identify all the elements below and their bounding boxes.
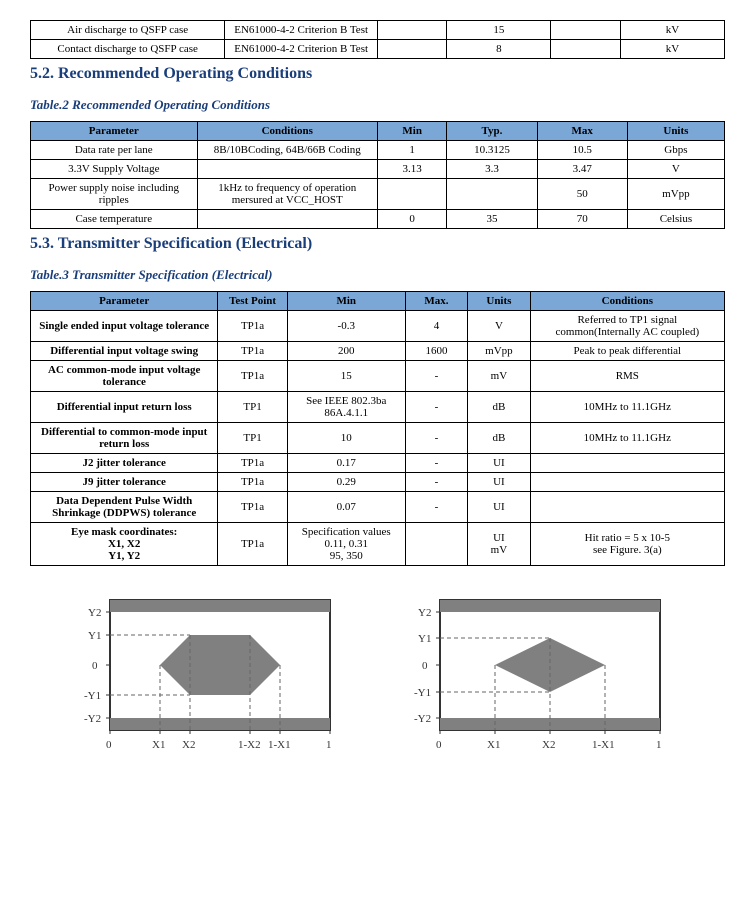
svg-text:Y1: Y1 — [88, 630, 101, 642]
table-row: Data Dependent Pulse Width Shrinkage (DD… — [31, 492, 725, 523]
svg-text:0: 0 — [436, 739, 442, 751]
cell-c4: 8 — [447, 40, 551, 59]
svg-text:-Y2: -Y2 — [414, 713, 431, 725]
table-row: AC common-mode input voltage toleranceTP… — [31, 361, 725, 392]
table-row: Differential input return lossTP1See IEE… — [31, 392, 725, 423]
col-max: Max. — [405, 292, 467, 311]
cell-unit: kV — [620, 40, 724, 59]
svg-text:X1: X1 — [152, 739, 165, 751]
table-row: Air discharge to QSFP case EN61000-4-2 C… — [31, 21, 725, 40]
table-row: Differential input voltage swingTP1a2001… — [31, 342, 725, 361]
svg-text:Y2: Y2 — [418, 607, 431, 619]
eye-diagram-b: Y2 Y1 0 -Y1 -Y2 0 X1 X2 1-X1 1 — [400, 590, 670, 760]
table-2-caption: Table.2 Recommended Operating Conditions — [30, 97, 725, 113]
svg-text:0: 0 — [106, 739, 112, 751]
table-operating-conditions: Parameter Conditions Min Typ. Max Units … — [30, 121, 725, 229]
table-row: Single ended input voltage toleranceTP1a… — [31, 311, 725, 342]
cell-param: Air discharge to QSFP case — [31, 21, 225, 40]
svg-text:Y2: Y2 — [88, 607, 101, 619]
table-row: Case temperature03570Celsius — [31, 210, 725, 229]
eye-diagrams-row: Y2 Y1 0 -Y1 -Y2 0 X1 X2 1-X2 1-X1 1 — [30, 590, 725, 760]
svg-text:1-X2: 1-X2 — [238, 739, 261, 751]
col-conditions: Conditions — [197, 122, 377, 141]
svg-text:-Y1: -Y1 — [414, 687, 431, 699]
col-units: Units — [627, 122, 724, 141]
table-row: J9 jitter toleranceTP1a0.29-UI — [31, 473, 725, 492]
table-row: Contact discharge to QSFP case EN61000-4… — [31, 40, 725, 59]
col-parameter: Parameter — [31, 122, 198, 141]
table-row: Differential to common-mode input return… — [31, 423, 725, 454]
eye-diagram-a: Y2 Y1 0 -Y1 -Y2 0 X1 X2 1-X2 1-X1 1 — [70, 590, 340, 760]
cell-c3 — [377, 40, 446, 59]
table-header-row: Parameter Conditions Min Typ. Max Units — [31, 122, 725, 141]
svg-text:-Y2: -Y2 — [84, 713, 101, 725]
svg-text:Y1: Y1 — [418, 633, 431, 645]
col-min: Min — [287, 292, 405, 311]
svg-text:0: 0 — [92, 660, 98, 672]
cell-c5 — [551, 21, 620, 40]
table-esd: Air discharge to QSFP case EN61000-4-2 C… — [30, 20, 725, 59]
table-row: Data rate per lane8B/10BCoding, 64B/66B … — [31, 141, 725, 160]
table-3-caption: Table.3 Transmitter Specification (Elect… — [30, 267, 725, 283]
col-conditions: Conditions — [530, 292, 724, 311]
col-parameter: Parameter — [31, 292, 218, 311]
cell-c5 — [551, 40, 620, 59]
svg-text:0: 0 — [422, 660, 428, 672]
cell-c4: 15 — [447, 21, 551, 40]
cell-cond: EN61000-4-2 Criterion B Test — [225, 21, 378, 40]
table-row: Power supply noise including ripples1kHz… — [31, 179, 725, 210]
section-5-2-title: 5.2. Recommended Operating Conditions — [30, 65, 725, 83]
cell-cond: EN61000-4-2 Criterion B Test — [225, 40, 378, 59]
col-typ: Typ. — [447, 122, 537, 141]
table-transmitter-spec: Parameter Test Point Min Max. Units Cond… — [30, 291, 725, 566]
cell-param: Contact discharge to QSFP case — [31, 40, 225, 59]
table-row: Eye mask coordinates: X1, X2 Y1, Y2TP1aS… — [31, 523, 725, 566]
col-testpoint: Test Point — [218, 292, 287, 311]
svg-text:1: 1 — [326, 739, 332, 751]
cell-unit: kV — [620, 21, 724, 40]
col-max: Max — [537, 122, 627, 141]
table-row: 3.3V Supply Voltage3.133.33.47V — [31, 160, 725, 179]
svg-text:X2: X2 — [542, 739, 555, 751]
cell-c3 — [377, 21, 446, 40]
svg-text:X2: X2 — [182, 739, 195, 751]
svg-text:1-X1: 1-X1 — [592, 739, 615, 751]
svg-text:1: 1 — [656, 739, 662, 751]
table-row: J2 jitter toleranceTP1a0.17-UI — [31, 454, 725, 473]
col-min: Min — [377, 122, 446, 141]
col-units: Units — [468, 292, 530, 311]
table-header-row: Parameter Test Point Min Max. Units Cond… — [31, 292, 725, 311]
svg-text:1-X1: 1-X1 — [268, 739, 291, 751]
svg-text:-Y1: -Y1 — [84, 690, 101, 702]
svg-text:X1: X1 — [487, 739, 500, 751]
section-5-3-title: 5.3. Transmitter Specification (Electric… — [30, 235, 725, 253]
